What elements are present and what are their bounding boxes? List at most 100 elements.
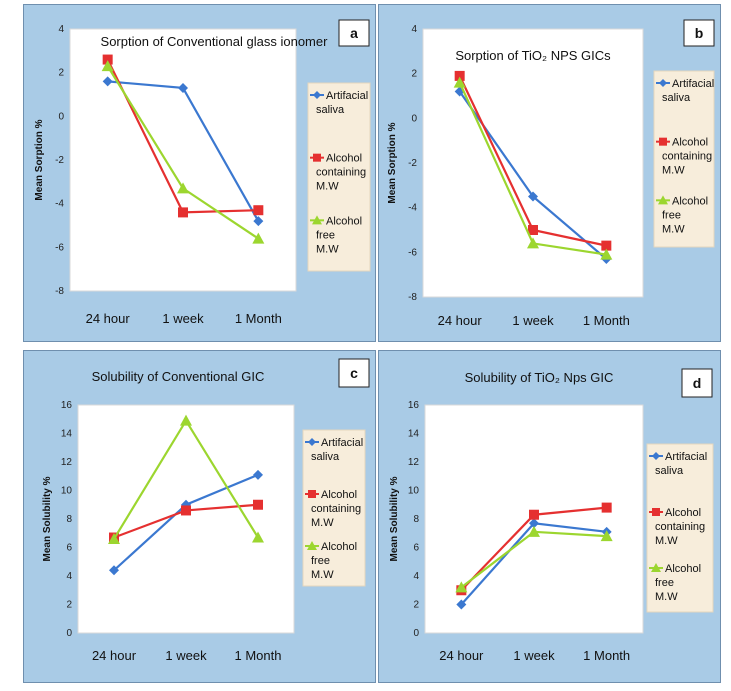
- panel-letter: c: [350, 365, 358, 381]
- data-point-triangle: [528, 525, 540, 537]
- panel-letter-box: [338, 358, 370, 388]
- panel-letter: d: [693, 375, 702, 391]
- chart-panel-a: -8 -6 -4 -2 0 2 4 Mean Sorption % 24 hour 1 week 1…: [23, 4, 376, 342]
- legend: [646, 443, 714, 613]
- legend-label: Alcohol: [665, 507, 701, 519]
- data-point-diamond: [308, 438, 316, 446]
- data-point-diamond: [102, 76, 113, 87]
- chart-panel-d: 0 2 4 6 8 10 12 14 16 Mean Solubility % 24 hour 1 w…: [378, 350, 721, 683]
- data-point-triangle: [600, 248, 613, 260]
- data-point-triangle: [651, 563, 661, 572]
- y-tick-label: 8: [413, 514, 419, 525]
- y-tick-label: -4: [408, 203, 417, 214]
- x-tick-label: 24 hour: [439, 648, 484, 663]
- legend-label: Artifacial: [321, 437, 363, 449]
- y-tick-label: 2: [413, 600, 419, 611]
- data-point-triangle: [252, 531, 264, 543]
- data-point-triangle: [307, 541, 317, 550]
- data-point-triangle: [600, 530, 613, 542]
- data-point-triangle: [455, 581, 468, 593]
- y-tick-label: 16: [408, 400, 420, 411]
- y-tick-label: 0: [413, 628, 419, 639]
- x-tick-label: 1 Month: [583, 313, 630, 328]
- chart-svg-d: 0 2 4 6 8 10 12 14 16 Mean Solubility % 24 hour 1 w…: [389, 368, 714, 663]
- data-point-square: [659, 137, 667, 146]
- x-tick-label: 1 week: [162, 311, 204, 326]
- data-point-diamond: [528, 191, 538, 202]
- panel-letter-box: [681, 368, 713, 398]
- legend-label: M.W: [311, 517, 334, 529]
- x-tick-label: 1 Month: [235, 648, 282, 663]
- y-axis-label: Mean Sorption %: [387, 122, 398, 203]
- data-point-triangle: [527, 237, 539, 249]
- y-tick-label: -8: [408, 292, 417, 303]
- chart-title: Sorption of TiO₂ NPS GICs: [455, 48, 611, 63]
- data-point-diamond: [253, 216, 264, 227]
- chart-title: Sorption of Conventional glass ionomer: [101, 34, 329, 49]
- data-point-diamond: [178, 82, 188, 93]
- y-tick-label: -8: [55, 286, 64, 297]
- data-point-square: [253, 205, 264, 216]
- legend-label: Artifacial: [326, 90, 368, 102]
- data-point-triangle: [177, 182, 189, 194]
- chart-panel-b: -8 -6 -4 -2 0 2 4 Mean Sorption % 24 hour 1 week 1…: [378, 4, 721, 342]
- y-tick-label: 4: [66, 571, 72, 582]
- legend-label: Alcohol: [672, 195, 708, 207]
- y-tick-label: 6: [413, 543, 419, 554]
- x-tick-label: 1 week: [165, 648, 207, 663]
- legend-label: Alcohol: [321, 541, 357, 553]
- y-tick-label: 0: [66, 628, 72, 639]
- x-tick-label: 1 Month: [235, 311, 282, 326]
- y-tick-label: 2: [66, 600, 72, 611]
- data-point-square: [601, 502, 612, 513]
- y-tick-label: 16: [61, 400, 73, 411]
- y-axis-label: Mean Solubility %: [389, 476, 400, 561]
- data-point-triangle: [312, 215, 322, 225]
- legend: [653, 70, 715, 248]
- legend-label: containing: [316, 167, 366, 179]
- data-point-triangle: [658, 195, 668, 205]
- y-tick-label: 14: [61, 429, 73, 440]
- data-point-square: [102, 54, 113, 65]
- data-point-triangle: [108, 532, 120, 544]
- legend-label: M.W: [662, 223, 685, 235]
- legend-label: free: [311, 555, 330, 567]
- legend-label: containing: [655, 521, 705, 533]
- y-tick-label: 14: [408, 429, 420, 440]
- y-tick-label: 6: [66, 543, 72, 554]
- data-point-square: [454, 70, 465, 81]
- x-tick-label: 1 week: [513, 648, 555, 663]
- data-point-diamond: [313, 91, 321, 99]
- chart-svg-a: -8 -6 -4 -2 0 2 4 Mean Sorption % 24 hour 1 week 1…: [34, 19, 371, 326]
- legend-label: M.W: [655, 535, 678, 547]
- data-point-square: [308, 490, 316, 498]
- y-tick-label: 10: [61, 486, 73, 497]
- legend-label: free: [662, 209, 681, 221]
- data-point-triangle: [180, 414, 192, 426]
- y-tick-label: 12: [61, 457, 73, 468]
- legend-label: saliva: [662, 92, 691, 104]
- legend-label: M.W: [316, 181, 339, 193]
- chart-svg-b: -8 -6 -4 -2 0 2 4 Mean Sorption % 24 hour 1 week 1…: [387, 19, 715, 328]
- data-point-square: [529, 509, 539, 520]
- legend: [302, 429, 366, 587]
- legend-label: free: [316, 229, 335, 241]
- data-point-diamond: [253, 469, 263, 480]
- plot-area: [69, 28, 297, 292]
- chart-svg-c: 0 2 4 6 8 10 12 14 16 Mean Solubility % 24 hour 1 w…: [42, 358, 370, 663]
- y-tick-label: 2: [58, 68, 64, 79]
- data-point-triangle: [453, 76, 466, 88]
- data-point-square: [652, 508, 660, 516]
- legend: [307, 82, 371, 272]
- legend-label: saliva: [311, 451, 340, 463]
- chart-title: Solubility of TiO₂ Nps GIC: [465, 370, 614, 385]
- legend-label: saliva: [316, 104, 345, 116]
- panel-letter-box: [338, 19, 370, 47]
- y-tick-label: -6: [408, 247, 417, 258]
- data-point-triangle: [101, 60, 114, 72]
- panel-letter: b: [695, 25, 704, 41]
- y-tick-label: 10: [408, 486, 420, 497]
- y-axis-label: Mean Sorption %: [34, 119, 45, 200]
- legend-label: Alcohol: [672, 137, 708, 149]
- data-point-diamond: [456, 599, 467, 610]
